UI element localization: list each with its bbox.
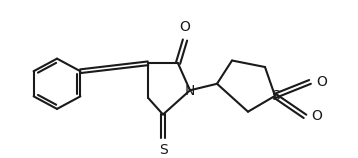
- Text: S: S: [159, 143, 168, 157]
- Text: N: N: [185, 84, 195, 98]
- Text: O: O: [316, 75, 327, 89]
- Text: O: O: [311, 109, 322, 123]
- Text: O: O: [180, 20, 190, 34]
- Text: S: S: [271, 89, 279, 103]
